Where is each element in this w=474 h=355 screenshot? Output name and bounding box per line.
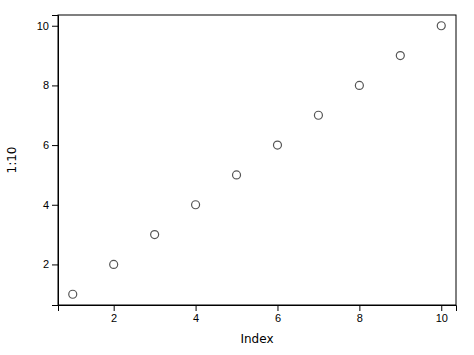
y-tick-label: 10 — [37, 20, 49, 32]
x-tick: 6 — [275, 305, 281, 324]
y-axis: 2 4 6 8 10 — [37, 16, 59, 306]
y-tick-mark — [52, 264, 58, 265]
x-tick-mark — [114, 305, 115, 311]
y-tick: 4 — [43, 199, 58, 211]
x-tick-label: 10 — [436, 312, 448, 324]
y-axis-title: 1:10 — [5, 147, 19, 174]
x-tick-mark — [196, 305, 197, 311]
point — [314, 111, 322, 119]
y-tick-label: 8 — [43, 79, 49, 91]
points — [69, 22, 446, 299]
y-axis-line — [52, 16, 59, 306]
y-tick: 2 — [43, 258, 58, 270]
y-tick-label: 2 — [43, 258, 49, 270]
y-tick: 10 — [37, 20, 58, 32]
y-tick-mark — [52, 85, 58, 86]
x-tick: 2 — [111, 305, 117, 324]
y-tick-mark — [52, 26, 58, 27]
point — [69, 290, 77, 298]
x-axis-title: Index — [240, 332, 273, 346]
y-tick: 8 — [43, 79, 58, 91]
plot-frame — [58, 15, 456, 305]
y-tick: 6 — [43, 139, 58, 151]
x-tick-mark — [441, 305, 442, 311]
x-axis: 2 4 6 8 10 — [59, 305, 457, 324]
x-tick-label: 2 — [111, 312, 117, 324]
point — [273, 141, 281, 149]
chart: 2 4 6 8 10 2 4 6 8 10 Index 1:10 — [0, 0, 474, 355]
x-tick: 4 — [193, 305, 199, 324]
x-tick-label: 6 — [275, 312, 281, 324]
point — [396, 52, 404, 60]
x-tick: 8 — [357, 305, 363, 324]
y-tick-label: 6 — [43, 139, 49, 151]
y-tick-label: 4 — [43, 199, 49, 211]
x-tick-mark — [277, 305, 278, 311]
point — [233, 171, 241, 179]
x-axis-line — [59, 306, 457, 312]
point — [192, 201, 200, 209]
point — [110, 260, 118, 268]
point — [151, 231, 159, 239]
y-tick-mark — [52, 145, 58, 146]
x-tick-label: 4 — [193, 312, 199, 324]
x-tick: 10 — [436, 305, 448, 324]
x-tick-label: 8 — [357, 312, 363, 324]
point — [437, 22, 445, 30]
point — [355, 81, 363, 89]
x-tick-mark — [359, 305, 360, 311]
y-tick-mark — [52, 205, 58, 206]
plot-area: 2 4 6 8 10 2 4 6 8 10 — [37, 15, 457, 324]
